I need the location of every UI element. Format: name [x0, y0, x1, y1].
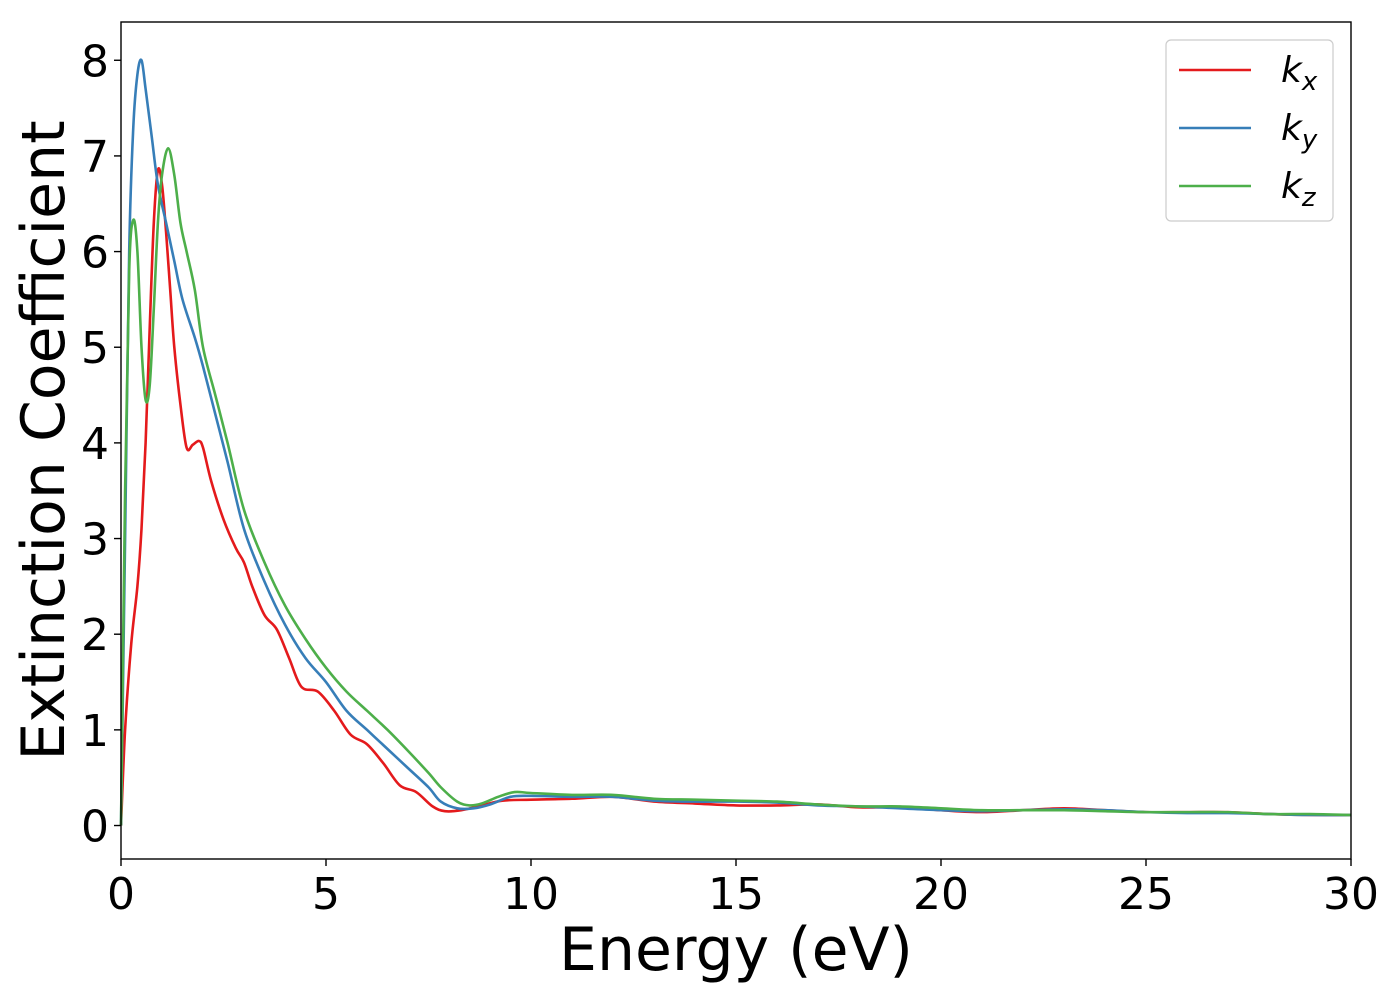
y-tick-label: 0	[81, 802, 109, 853]
legend: kx ky kz	[1165, 39, 1334, 222]
x-tick-label: 15	[708, 869, 764, 920]
y-tick-label: 4	[81, 419, 109, 470]
y-axis-ticks: 0 1 2 3 4 5 6 7 8	[81, 36, 121, 853]
x-tick-label: 20	[913, 869, 969, 920]
y-tick-label: 6	[81, 228, 109, 279]
x-tick-label: 10	[503, 869, 559, 920]
y-tick-label: 3	[81, 515, 109, 566]
series-layer	[119, 58, 1352, 826]
x-tick-label: 5	[312, 869, 340, 920]
y-axis-title: Extinction Coefficient	[9, 120, 79, 760]
legend-label-kx: kx	[1281, 50, 1318, 97]
y-tick-label: 7	[81, 132, 109, 183]
legend-label-ky: ky	[1281, 108, 1318, 155]
y-tick-label: 2	[81, 610, 109, 661]
series-line-kz	[119, 146, 1352, 826]
y-tick-label: 5	[81, 323, 109, 374]
legend-box	[1165, 39, 1334, 222]
y-tick-label: 1	[81, 706, 109, 757]
series-line-kx	[119, 167, 1352, 826]
x-tick-label: 30	[1323, 869, 1379, 920]
x-tick-label: 25	[1118, 869, 1174, 920]
x-axis-title: Energy (eV)	[559, 915, 913, 985]
x-axis-ticks: 0 5 10 15 20 25 30	[107, 859, 1379, 920]
legend-label-kz: kz	[1281, 166, 1317, 213]
x-tick-label: 0	[107, 869, 135, 920]
y-tick-label: 8	[81, 36, 109, 87]
